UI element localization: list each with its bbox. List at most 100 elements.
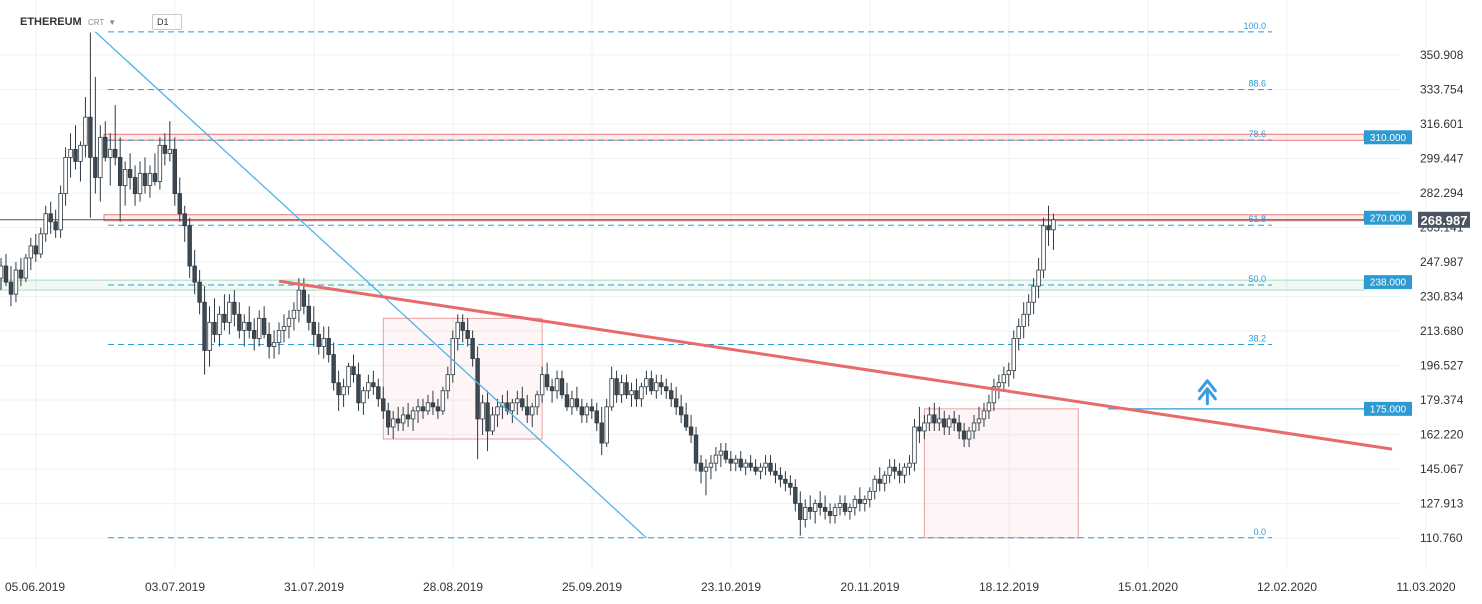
candle-down (8, 281, 14, 295)
candle-down (728, 458, 733, 464)
candle-up (619, 382, 624, 396)
price-tick-label: 145.067 (1420, 462, 1464, 476)
candle-up (510, 402, 515, 412)
candle-down (693, 434, 699, 464)
candle-down (202, 301, 207, 351)
candle-up (276, 330, 282, 343)
candle-down (172, 148, 177, 195)
candle-down (395, 418, 401, 424)
candle-down (187, 225, 192, 267)
candle-up (743, 462, 748, 468)
price-tick-label: 350.908 (1420, 48, 1464, 62)
fibonacci-levels: 100.0 88.6 78.6 61.8 50.0 38.2 0.0 (108, 21, 1272, 539)
date-tick-label: 15.01.2020 (1118, 580, 1178, 594)
up-arrow-icon (1197, 379, 1217, 406)
candle-up (718, 450, 724, 456)
trendlines (94, 31, 1393, 539)
candle-up (480, 402, 485, 420)
candle-down (127, 169, 133, 178)
candle-down (53, 221, 58, 231)
level-tag-bg (1364, 275, 1412, 290)
symbol-label: ETHEREUM (20, 16, 82, 28)
candle-down (371, 382, 376, 388)
candle-down (197, 281, 202, 303)
candle-up (867, 490, 872, 500)
candle-down (306, 305, 312, 323)
candle-up (1031, 285, 1036, 303)
candle-up (321, 338, 326, 347)
candle-down (465, 330, 470, 339)
fib-label-100.0: 100.0 (1243, 21, 1266, 31)
candle-down (594, 410, 599, 424)
fib-label-0.0: 0.0 (1253, 527, 1266, 537)
candle-up (137, 173, 143, 195)
price-tick-label: 316.601 (1420, 117, 1464, 131)
price-tick-label: 179.374 (1420, 393, 1464, 407)
timeframe-selector[interactable]: D1 (152, 14, 182, 30)
candle-down (544, 374, 550, 388)
candle-down (808, 507, 813, 512)
candle-up (391, 418, 396, 428)
candle-up (1021, 313, 1026, 327)
candle-up (271, 342, 277, 347)
price-tick-label: 196.527 (1420, 359, 1464, 373)
price-tick-label: 162.220 (1420, 428, 1464, 442)
candle-down (574, 398, 580, 408)
price-tick-label: 247.987 (1420, 255, 1464, 269)
candle-up (78, 144, 83, 162)
candle-down (182, 213, 187, 227)
candle-down (723, 450, 729, 460)
candle-down (634, 390, 639, 400)
candle-down (117, 157, 123, 186)
candle-up (708, 462, 714, 468)
candle-down (892, 466, 897, 472)
price-tick-label: 333.754 (1420, 83, 1464, 97)
candle-down (589, 406, 594, 412)
candle-down (778, 474, 783, 480)
candle-up (361, 390, 366, 404)
candle-up (147, 173, 153, 186)
date-tick-label: 05.06.2019 (5, 580, 65, 594)
candle-up (400, 414, 406, 424)
candle-down (956, 422, 962, 432)
candle-down (788, 482, 793, 488)
candle-up (803, 507, 808, 520)
candle-up (927, 414, 932, 424)
candle-up (242, 321, 247, 331)
time-axis: 05.06.2019 03.07.2019 31.07.2019 28.08.2019… (5, 580, 1456, 594)
candle-up (912, 426, 917, 464)
candle-down (659, 382, 664, 388)
chart-type-selector[interactable]: CRT ▼ (88, 14, 116, 30)
candle-up (256, 317, 262, 339)
candle-up (495, 406, 500, 416)
candle-down (420, 406, 426, 412)
date-tick-label: 25.09.2019 (562, 580, 622, 594)
candle-up (1001, 374, 1007, 384)
candle-down (247, 321, 252, 331)
candle-down (311, 321, 316, 335)
candle-down (678, 406, 684, 416)
candle-down (470, 338, 475, 359)
candle-up (937, 418, 942, 424)
candle-down (624, 382, 629, 396)
candle-down (351, 366, 356, 376)
date-tick-label: 12.02.2020 (1257, 580, 1317, 594)
candle-down (386, 410, 391, 428)
candle-up (286, 317, 292, 327)
level-tag-label: 270.000 (1370, 213, 1407, 224)
candle-down (232, 301, 237, 315)
candle-down (212, 321, 217, 335)
current-price-tag-bg (1418, 211, 1470, 228)
candle-up (887, 466, 892, 476)
candle-down (376, 386, 381, 400)
candle-down (738, 458, 743, 468)
candle-up (98, 136, 103, 178)
candle-down (405, 414, 411, 420)
level-tag-label: 175.000 (1370, 404, 1407, 415)
level-tag-bg (1364, 401, 1412, 416)
candle-up (515, 398, 520, 404)
candle-up (122, 169, 128, 186)
candle-down (877, 478, 882, 484)
candle-down (430, 402, 436, 408)
